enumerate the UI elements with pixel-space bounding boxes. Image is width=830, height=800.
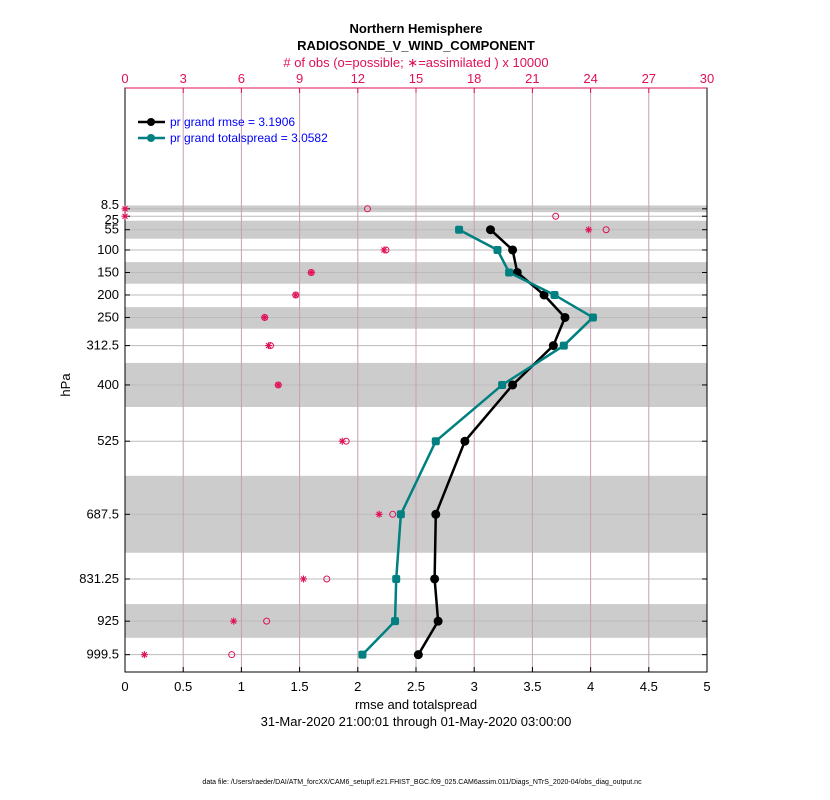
obs-possible-marker <box>364 205 371 213</box>
series-point <box>460 436 470 446</box>
series-point <box>588 313 597 322</box>
obs-assimilated-marker <box>338 437 346 445</box>
obs-assimilated-marker <box>292 291 300 299</box>
x-tick-label: 0.5 <box>174 679 192 694</box>
obs-assimilated-marker <box>121 205 129 213</box>
series-point <box>508 245 518 255</box>
y-tick-label: 831.25 <box>79 571 119 586</box>
obs-assimilated-marker <box>307 268 315 276</box>
y-tick-label: 525 <box>97 433 119 448</box>
top-x-tick-label: 18 <box>467 71 481 86</box>
obs-assimilated-marker <box>299 575 307 583</box>
top-x-tick-label: 30 <box>700 71 714 86</box>
x-tick-label: 5 <box>703 679 710 694</box>
y-tick-label: 687.5 <box>86 506 119 521</box>
plot-area: 8.52555100150200250312.5400525687.5831.2… <box>79 71 714 694</box>
y-tick-label: 312.5 <box>86 338 119 353</box>
y-tick-label: 8.5 <box>101 197 119 212</box>
y-tick-label: 999.5 <box>86 647 119 662</box>
top-axis-label: # of obs (o=possible; ∗=assimilated ) x … <box>283 55 548 70</box>
top-x-tick-label: 6 <box>238 71 245 86</box>
legend-marker-1 <box>147 134 155 142</box>
obs-possible-marker <box>323 575 331 583</box>
series-point <box>433 616 443 626</box>
series-point <box>358 650 367 659</box>
top-x-tick-label: 24 <box>583 71 597 86</box>
time-range-label: 31-Mar-2020 21:00:01 through 01-May-2020… <box>261 714 572 729</box>
top-x-tick-label: 9 <box>296 71 303 86</box>
series-point <box>413 650 423 660</box>
series-point <box>485 225 495 235</box>
obs-assimilated-marker <box>265 342 273 350</box>
series-point <box>431 509 441 519</box>
y-tick-label: 55 <box>105 222 119 237</box>
series-point <box>392 574 401 583</box>
y-tick-label: 250 <box>97 309 119 324</box>
series-point <box>559 341 568 350</box>
top-x-tick-label: 12 <box>351 71 365 86</box>
data-file-footer: data file: /Users/raeder/DAI/ATM_forcXX/… <box>202 779 642 786</box>
obs-possible-marker <box>228 651 236 659</box>
series-point <box>498 380 507 389</box>
x-tick-label: 2 <box>354 679 361 694</box>
top-x-tick-label: 27 <box>642 71 656 86</box>
series-point <box>493 245 502 254</box>
legend-entry-0: pr grand rmse = 3.1906 <box>170 115 295 129</box>
series-point <box>539 290 549 300</box>
y-axis-label: hPa <box>58 373 73 397</box>
x-tick-label: 0 <box>121 679 128 694</box>
obs-possible-marker <box>263 617 271 625</box>
obs-assimilated-marker <box>380 246 388 254</box>
y-tick-label: 25 <box>105 212 119 227</box>
series-point <box>431 437 440 446</box>
series-point <box>430 574 440 584</box>
obs-assimilated-marker <box>230 617 238 625</box>
series-point <box>560 312 570 322</box>
y-tick-label: 400 <box>97 377 119 392</box>
top-x-tick-label: 0 <box>121 71 128 86</box>
chart-title: Northern Hemisphere <box>350 21 483 36</box>
series-point <box>508 380 518 390</box>
chart-subtitle: RADIOSONDE_V_WIND_COMPONENT <box>297 38 535 53</box>
x-axis-label: rmse and totalspread <box>355 697 477 712</box>
y-tick-label: 150 <box>97 264 119 279</box>
x-tick-label: 1.5 <box>291 679 309 694</box>
legend-marker-0 <box>147 118 155 126</box>
x-tick-label: 1 <box>238 679 245 694</box>
x-tick-label: 4.5 <box>640 679 658 694</box>
series-point <box>391 617 400 626</box>
y-tick-label: 100 <box>97 242 119 257</box>
series-point <box>550 290 559 299</box>
obs-assimilated-marker <box>274 381 282 389</box>
obs-possible-marker <box>602 226 610 234</box>
obs-assimilated-marker <box>140 651 148 659</box>
x-tick-label: 3 <box>471 679 478 694</box>
x-tick-label: 4 <box>587 679 594 694</box>
y-tick-label: 200 <box>97 287 119 302</box>
series-point <box>548 341 558 351</box>
obs-possible-marker <box>552 212 560 220</box>
top-x-tick-label: 15 <box>409 71 423 86</box>
obs-possible-marker <box>389 510 397 518</box>
legend-entry-1: pr grand totalspread = 3.0582 <box>170 131 328 145</box>
top-x-tick-label: 3 <box>180 71 187 86</box>
obs-assimilated-marker <box>585 226 593 234</box>
obs-assimilated-marker <box>261 313 269 321</box>
series-point <box>505 268 514 277</box>
series-point <box>455 225 464 234</box>
y-tick-label: 925 <box>97 613 119 628</box>
x-tick-label: 3.5 <box>523 679 541 694</box>
obs-assimilated-marker <box>121 212 129 220</box>
x-tick-label: 2.5 <box>407 679 425 694</box>
series-point <box>396 510 405 519</box>
obs-assimilated-marker <box>375 510 383 518</box>
top-x-tick-label: 21 <box>525 71 539 86</box>
